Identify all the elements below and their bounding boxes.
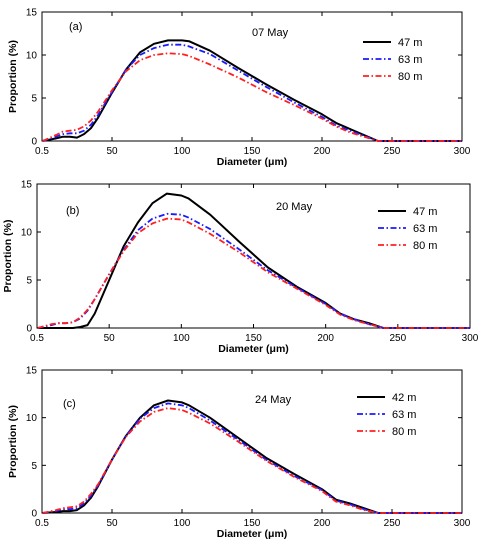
x-tick-label: 50: [104, 333, 116, 344]
x-tick-label: 300: [454, 518, 471, 529]
y-tick-label: 15: [26, 366, 38, 377]
series-line-63m: [42, 43, 462, 142]
x-tick-label: 250: [389, 333, 406, 344]
panel-1: 0.5 50 100 150 200 250 300 0 5 10 15 Diameter (μm) P…: [7, 8, 471, 169]
panel-label: (a): [69, 21, 82, 33]
y-tick-label: 5: [26, 276, 32, 287]
x-tick-label: 300: [454, 146, 471, 157]
y-tick-label: 10: [26, 413, 38, 424]
x-tick-label: 200: [314, 518, 331, 529]
legend-label: 63 m: [413, 223, 437, 235]
legend-label: 63 m: [398, 54, 422, 66]
y-tick-label: 15: [21, 180, 33, 191]
date-annotation: 20 May: [276, 201, 313, 213]
x-tick-label: 100: [174, 518, 191, 529]
x-tick-label: 0.5: [35, 146, 49, 157]
x-tick-label: 100: [173, 333, 190, 344]
x-tick-label: 0.5: [35, 518, 49, 529]
y-tick-label: 15: [26, 8, 38, 19]
y-tick-label: 0: [31, 509, 37, 520]
series-line-63m: [42, 402, 462, 514]
series-line-80m: [42, 52, 462, 142]
x-tick-label: 300: [462, 333, 479, 344]
series-line-80m: [42, 407, 462, 514]
y-tick-label: 0: [26, 324, 32, 335]
x-axis-label: Diameter (μm): [217, 528, 288, 540]
x-tick-label: 100: [174, 146, 191, 157]
date-annotation: 07 May: [252, 27, 289, 39]
x-axis-label: Diameter (μm): [217, 156, 288, 168]
y-tick-label: 10: [26, 51, 38, 62]
x-tick-label: 250: [384, 146, 401, 157]
x-tick-label: 250: [384, 518, 401, 529]
x-tick-label: 150: [245, 333, 262, 344]
y-tick-label: 5: [31, 461, 37, 472]
legend-label: 63 m: [392, 409, 416, 421]
legend-label: 80 m: [413, 240, 437, 252]
x-axis-label: Diameter (μm): [218, 343, 289, 355]
y-tick-label: 0: [31, 137, 37, 148]
legend-label: 80 m: [398, 71, 422, 83]
legend-label: 80 m: [392, 426, 416, 438]
x-tick-label: 150: [244, 146, 261, 157]
series-line-47m: [42, 39, 462, 142]
x-tick-label: 50: [106, 146, 118, 157]
series-line-80m: [37, 217, 470, 329]
x-tick-label: 200: [314, 146, 331, 157]
panel-label: (c): [63, 398, 76, 410]
date-annotation: 24 May: [255, 394, 292, 406]
x-tick-label: 50: [106, 518, 118, 529]
panel-label: (b): [66, 205, 79, 217]
y-axis-label: Proportion (%): [7, 40, 19, 113]
y-tick-label: 5: [31, 94, 37, 105]
x-tick-label: 0.5: [30, 333, 44, 344]
legend-label: 42 m: [392, 392, 416, 404]
x-tick-label: 200: [317, 333, 334, 344]
series-line-47m: [37, 192, 470, 329]
panel-2: 0.5 50 100 150 200 250 300 0 5 10 15 Diameter (μm) P…: [2, 180, 479, 356]
y-tick-label: 10: [21, 228, 33, 239]
y-axis-label: Proportion (%): [2, 220, 14, 293]
y-axis-label: Proportion (%): [7, 405, 19, 478]
x-tick-label: 150: [244, 518, 261, 529]
legend-label: 47 m: [413, 206, 437, 218]
series-line-42m: [42, 399, 462, 514]
legend-label: 47 m: [398, 37, 422, 49]
panel-3: 0.5 50 100 150 200 250 300 0 5 10 15 Diameter (μm) P…: [7, 366, 471, 541]
